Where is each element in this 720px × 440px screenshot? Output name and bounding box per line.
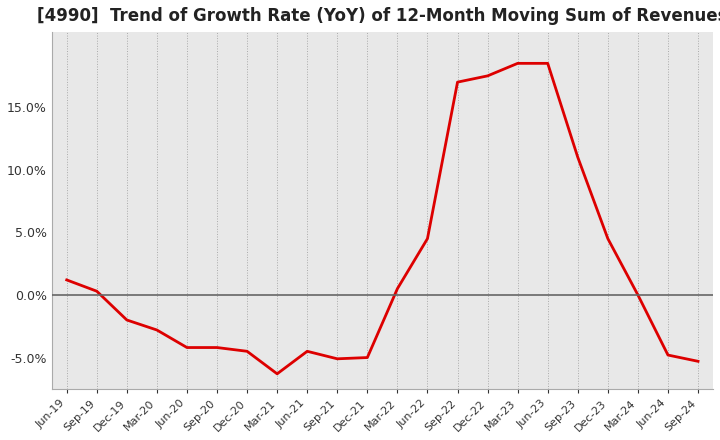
Title: [4990]  Trend of Growth Rate (YoY) of 12-Month Moving Sum of Revenues: [4990] Trend of Growth Rate (YoY) of 12-… xyxy=(37,7,720,25)
